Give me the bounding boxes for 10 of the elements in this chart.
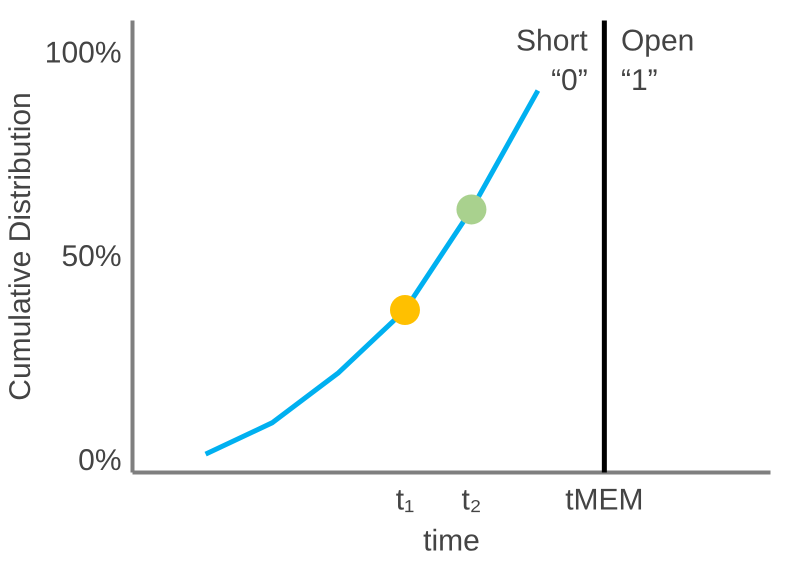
y-axis-title: Cumulative Distribution	[4, 92, 37, 401]
y-tick-label: 100%	[44, 36, 122, 70]
annotation: Short “0”	[516, 24, 588, 98]
x-axis-title: time	[423, 524, 480, 558]
x-tick-label: t₂	[461, 484, 482, 516]
x-tick-label: tMEM	[565, 484, 644, 516]
y-tick-label: 50%	[61, 240, 122, 274]
annotation: Open “1”	[620, 24, 694, 98]
x-tick-label: t₁	[396, 484, 414, 516]
y-tick-label: 0%	[78, 444, 122, 477]
